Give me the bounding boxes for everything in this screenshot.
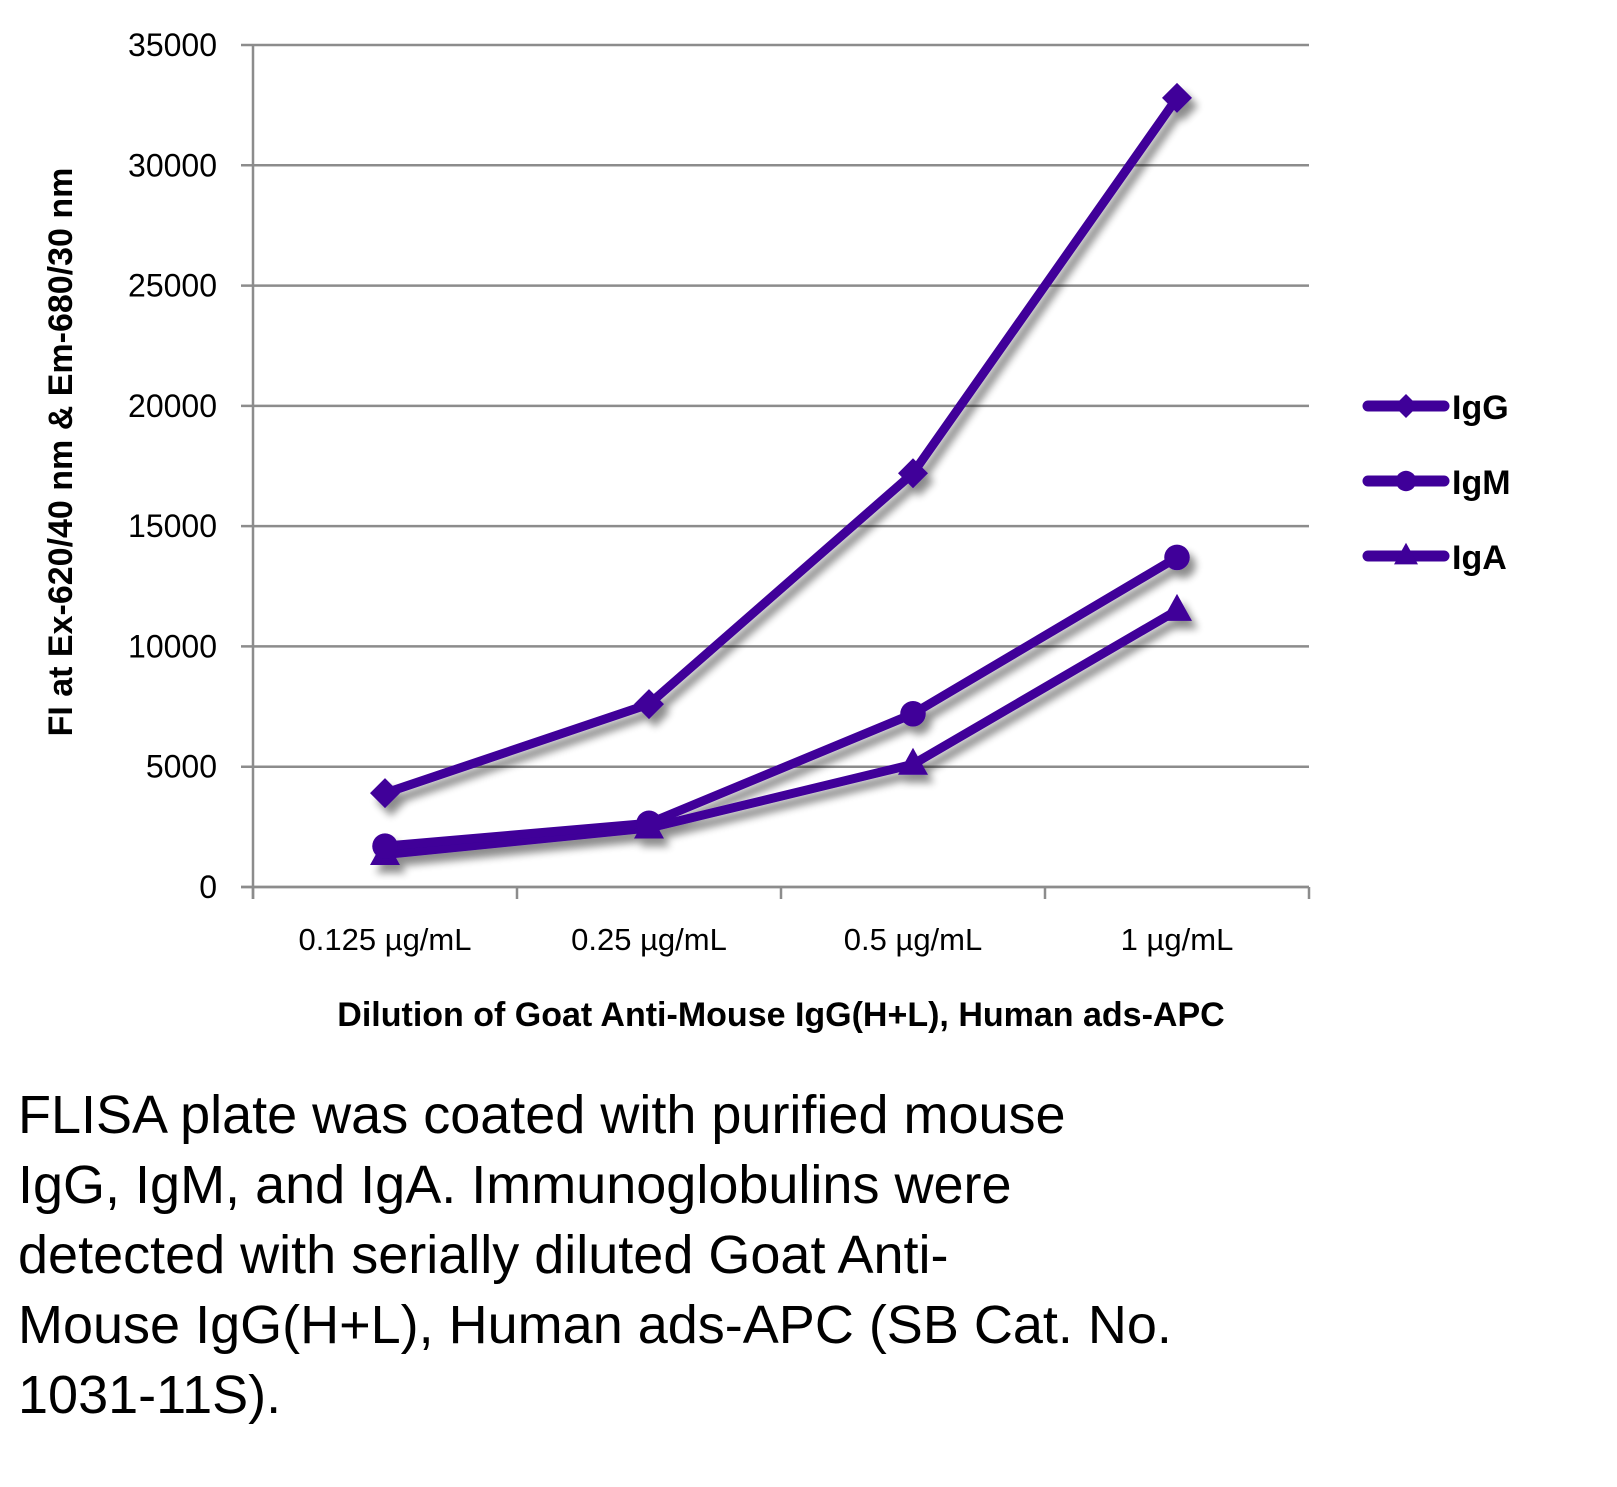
circle-marker-icon bbox=[1395, 470, 1417, 492]
x-tick-label: 0.5 µg/mL bbox=[844, 922, 983, 957]
legend: IgG IgM IgA bbox=[1362, 389, 1511, 577]
data-point-igm bbox=[372, 833, 398, 859]
caption-line: FLISA plate was coated with purified mou… bbox=[18, 1085, 1066, 1145]
data-point-iga bbox=[898, 747, 928, 775]
caption-line: detected with serially diluted Goat Anti… bbox=[18, 1225, 949, 1285]
x-tick-label: 1 µg/mL bbox=[1121, 922, 1234, 957]
y-tick-label: 20000 bbox=[128, 388, 217, 424]
legend-label-igm: IgM bbox=[1452, 464, 1511, 502]
triangle-marker-icon bbox=[1394, 542, 1418, 565]
x-tick-labels: 0.125 µg/mL 0.25 µg/mL 0.5 µg/mL 1 µg/mL bbox=[299, 922, 1234, 957]
x-axis-title: Dilution of Goat Anti-Mouse IgG(H+L), Hu… bbox=[337, 996, 1224, 1034]
series-line-igg bbox=[380, 93, 1182, 798]
caption-line: IgG, IgM, and IgA. Immunoglobulins were bbox=[18, 1155, 1012, 1215]
caption-line: 1031-11S). bbox=[18, 1365, 282, 1425]
series-line-igm bbox=[380, 552, 1182, 851]
data-point-igg bbox=[1162, 82, 1192, 113]
y-tick-label: 5000 bbox=[146, 749, 217, 785]
y-tick-label: 15000 bbox=[128, 508, 217, 544]
y-tick-label: 30000 bbox=[128, 147, 217, 183]
data-point-igg bbox=[370, 778, 400, 809]
data-point-iga bbox=[1162, 593, 1192, 621]
y-tick-label: 10000 bbox=[128, 628, 217, 664]
legend-label-iga: IgA bbox=[1452, 539, 1507, 577]
data-point-igm bbox=[1164, 544, 1190, 571]
caption-line: Mouse IgG(H+L), Human ads-APC (SB Cat. N… bbox=[18, 1295, 1172, 1355]
x-tick-label: 0.25 µg/mL bbox=[571, 922, 727, 957]
y-tick-label: 0 bbox=[199, 869, 217, 905]
data-point-igm bbox=[636, 810, 662, 836]
y-tick-labels: 0 5000 10000 15000 20000 25000 30000 35000 bbox=[128, 27, 217, 905]
diamond-marker-icon bbox=[1394, 394, 1418, 418]
series-group bbox=[370, 82, 1192, 866]
y-axis-title: FI at Ex-620/40 nm & Em-680/30 nm bbox=[42, 168, 80, 737]
figure-caption: FLISA plate was coated with purified mou… bbox=[18, 1080, 1578, 1430]
y-tick-label: 35000 bbox=[128, 27, 217, 63]
x-tick-label: 0.125 µg/mL bbox=[299, 922, 472, 957]
axes bbox=[241, 45, 1311, 899]
legend-label-igg: IgG bbox=[1452, 389, 1509, 427]
data-point-igm bbox=[900, 701, 926, 727]
y-tick-label: 25000 bbox=[128, 268, 217, 304]
gridlines bbox=[241, 43, 1309, 889]
line-chart: 0 5000 10000 15000 20000 25000 30000 35000 0.12… bbox=[42, 27, 1511, 1034]
data-point-igg bbox=[634, 689, 664, 720]
data-point-igg bbox=[898, 458, 928, 489]
series-line-iga bbox=[380, 605, 1182, 860]
